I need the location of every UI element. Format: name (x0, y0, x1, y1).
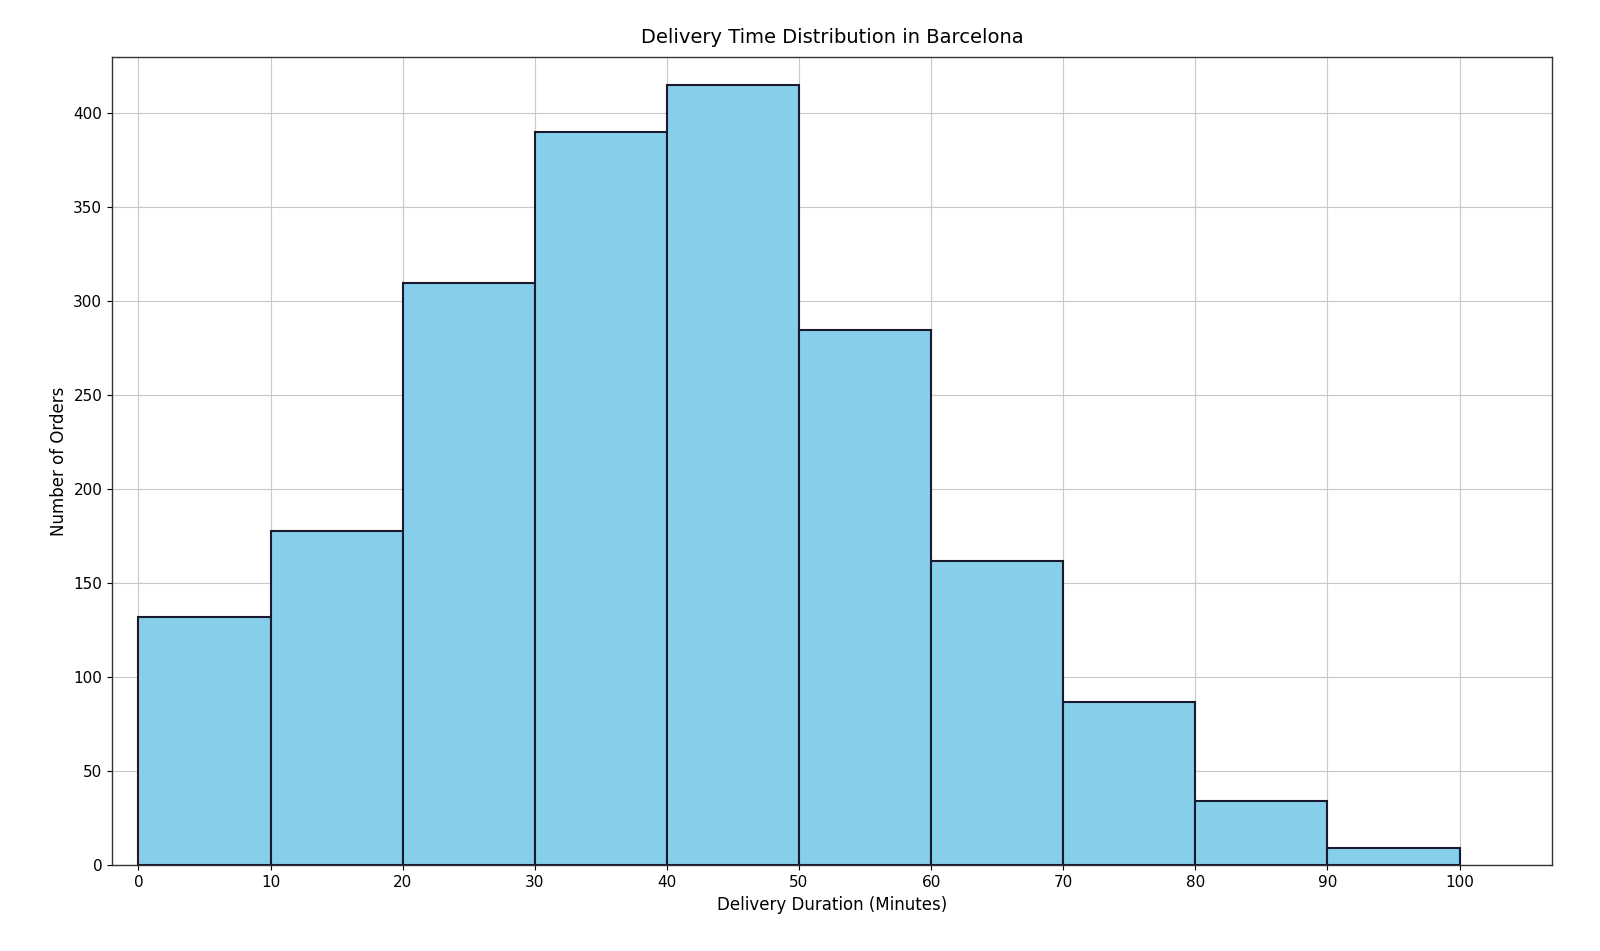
Bar (139, 617, 270, 865)
Bar (403, 282, 534, 865)
X-axis label: Delivery Duration (Minutes): Delivery Duration (Minutes) (717, 896, 947, 914)
Bar (931, 561, 1062, 865)
Bar (1195, 802, 1328, 865)
Y-axis label: Number of Orders: Number of Orders (50, 386, 67, 536)
Bar (798, 330, 931, 865)
Title: Delivery Time Distribution in Barcelona: Delivery Time Distribution in Barcelona (640, 29, 1024, 48)
Bar (270, 531, 403, 865)
Bar (667, 86, 798, 865)
Bar (1062, 702, 1195, 865)
Bar (1328, 848, 1459, 865)
Bar (534, 132, 667, 865)
